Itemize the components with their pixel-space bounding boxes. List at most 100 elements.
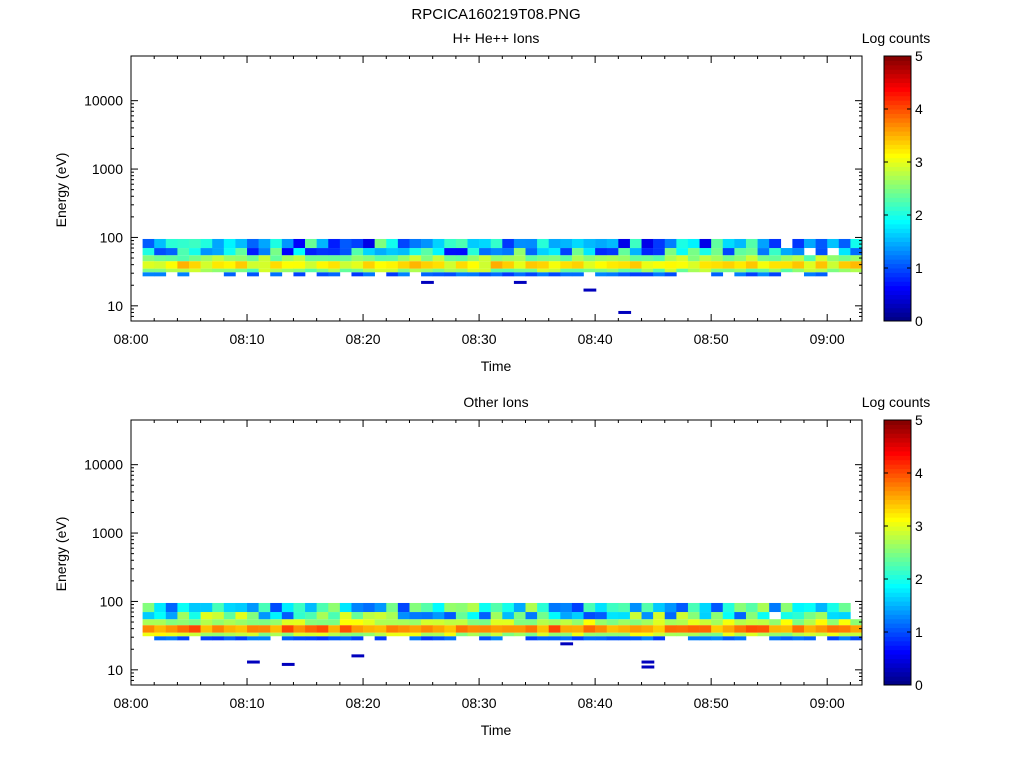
heatmap-cell <box>212 602 225 613</box>
colorbar-segment <box>884 565 911 571</box>
heatmap-cell <box>258 248 271 256</box>
heatmap-cell <box>432 238 445 249</box>
heatmap-cell <box>653 636 666 641</box>
heatmap-cell <box>467 625 480 633</box>
heatmap-cell <box>281 238 294 249</box>
heatmap-cell <box>247 619 259 626</box>
colorbar-segment <box>884 552 911 558</box>
heatmap-cell <box>525 636 538 641</box>
heatmap-cell <box>711 261 724 269</box>
heatmap-cell <box>154 636 167 641</box>
colorbar-segment <box>884 263 911 269</box>
heatmap-cell <box>165 238 178 249</box>
heatmap-cell <box>618 632 631 637</box>
heatmap-cell <box>699 255 712 262</box>
heatmap-cell <box>803 261 816 269</box>
heatmap-cell <box>734 619 747 626</box>
heatmap-cell <box>339 261 352 269</box>
heatmap-cell <box>595 636 608 641</box>
heatmap-cell <box>699 261 712 269</box>
colorbar-segment <box>884 201 911 207</box>
heatmap-cell <box>687 268 700 273</box>
colorbar-segment <box>884 135 911 141</box>
heatmap-cell <box>189 268 201 273</box>
heatmap-cell <box>722 619 735 626</box>
heatmap-cell <box>664 602 677 613</box>
heatmap-cell <box>548 238 561 249</box>
heatmap-cell <box>537 261 550 269</box>
heatmap-cell <box>212 625 225 633</box>
heatmap-cell <box>281 612 294 620</box>
heatmap-cell <box>409 612 422 620</box>
heatmap-cell <box>571 632 584 637</box>
heatmap-cell <box>757 238 770 249</box>
heatmap-cell <box>850 632 863 637</box>
heatmap-cell <box>769 255 782 262</box>
colorbar-segment <box>884 442 911 447</box>
heatmap-cell <box>769 625 782 633</box>
heatmap-cell <box>305 268 317 273</box>
heatmap-cell <box>223 636 236 641</box>
heatmap-cell <box>548 268 561 273</box>
heatmap-cell <box>316 268 329 273</box>
heatmap-cell <box>664 248 677 256</box>
heatmap-cell <box>444 248 457 256</box>
heatmap-cell <box>838 612 851 620</box>
heatmap-cell <box>815 261 828 269</box>
heatmap-cell <box>815 619 828 626</box>
heatmap-cell <box>629 248 642 256</box>
heatmap-cell <box>154 261 167 269</box>
heatmap-cell <box>223 272 236 277</box>
heatmap-cell <box>154 238 167 249</box>
heatmap-cell <box>525 261 538 269</box>
colorbar-segment <box>884 179 911 185</box>
x-tick-label: 08:00 <box>113 695 148 711</box>
heatmap-cell <box>687 255 700 262</box>
heatmap-cell <box>699 625 712 633</box>
colorbar-segment <box>884 481 911 487</box>
heatmap-cell <box>328 636 341 641</box>
heatmap-cell <box>154 272 167 277</box>
heatmap-cell <box>757 619 770 626</box>
heatmap-cell <box>293 255 306 262</box>
heatmap-cell <box>200 268 213 273</box>
heatmap-cell <box>548 602 561 613</box>
heatmap-cell <box>432 272 445 277</box>
heatmap-cell <box>223 238 236 249</box>
heatmap-cell <box>223 619 236 626</box>
heatmap-cell <box>502 619 515 626</box>
heatmap-cell <box>363 625 375 633</box>
heatmap-cell <box>363 238 375 249</box>
heatmap-cell <box>618 255 631 262</box>
heatmap-cell <box>676 238 689 249</box>
y-tick-label: 10 <box>107 298 123 314</box>
heatmap-cell <box>339 619 352 626</box>
colorbar-segment <box>884 521 911 527</box>
heatmap-cell <box>502 625 515 633</box>
heatmap-cell <box>641 238 654 249</box>
heatmap-cell <box>351 272 364 277</box>
colorbar-segment <box>884 162 911 167</box>
heatmap-cell <box>142 272 155 277</box>
heatmap-cell <box>583 238 596 249</box>
x-axis-label: Time <box>481 722 512 738</box>
heatmap-cell <box>502 261 515 269</box>
colorbar-segment <box>884 184 911 189</box>
heatmap-cell <box>316 619 329 626</box>
heatmap-cell <box>827 255 840 262</box>
x-tick-label: 08:10 <box>230 695 265 711</box>
isolated-point <box>560 642 574 646</box>
heatmap-cell <box>432 619 445 626</box>
colorbar-segment <box>884 490 911 496</box>
heatmap-cell <box>664 268 677 273</box>
colorbar-segment <box>884 100 911 106</box>
heatmap-cell <box>850 619 863 626</box>
heatmap-cell <box>363 268 375 273</box>
heatmap-cell <box>513 238 526 249</box>
x-axis-label: Time <box>481 358 512 374</box>
colorbar-segment <box>884 420 911 425</box>
colorbar-tick-label: 1 <box>915 260 923 276</box>
y-axis: 10 100 1000 10000 <box>84 93 862 322</box>
colorbar-segment <box>884 303 911 309</box>
heatmap-cell <box>247 602 259 613</box>
